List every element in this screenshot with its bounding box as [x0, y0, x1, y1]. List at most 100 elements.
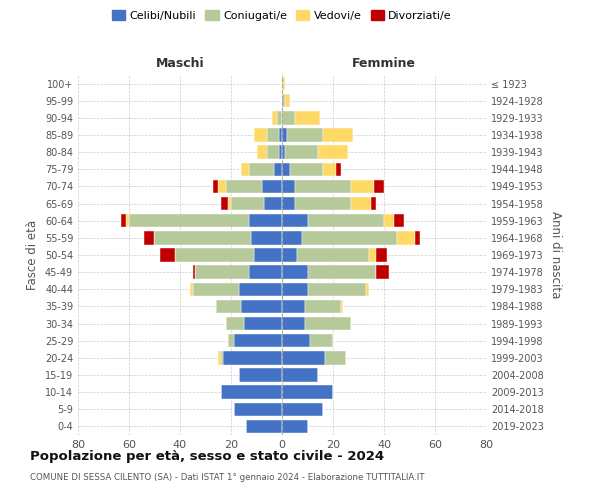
Bar [305, 300, 341, 313]
Bar [290, 162, 323, 176]
Bar [282, 248, 298, 262]
Bar [155, 231, 251, 244]
Bar [272, 111, 277, 124]
Bar [282, 300, 305, 313]
Bar [160, 248, 175, 262]
Bar [229, 334, 233, 347]
Bar [244, 317, 282, 330]
Bar [302, 231, 397, 244]
Bar [257, 146, 267, 159]
Bar [282, 368, 318, 382]
Bar [308, 214, 384, 228]
Bar [282, 334, 310, 347]
Bar [282, 94, 284, 108]
Bar [233, 402, 282, 416]
Bar [251, 231, 282, 244]
Bar [295, 111, 320, 124]
Bar [280, 128, 282, 141]
Bar [249, 266, 282, 279]
Bar [267, 128, 280, 141]
Bar [277, 111, 282, 124]
Bar [295, 180, 351, 193]
Bar [262, 180, 282, 193]
Bar [241, 162, 249, 176]
Bar [239, 368, 282, 382]
Bar [129, 214, 249, 228]
Bar [323, 162, 335, 176]
Bar [213, 180, 218, 193]
Bar [226, 317, 244, 330]
Bar [397, 231, 415, 244]
Bar [254, 128, 267, 141]
Bar [282, 317, 305, 330]
Bar [241, 300, 282, 313]
Bar [376, 266, 389, 279]
Bar [298, 248, 369, 262]
Bar [308, 282, 366, 296]
Bar [282, 420, 308, 433]
Bar [218, 351, 221, 364]
Bar [249, 162, 274, 176]
Bar [282, 180, 295, 193]
Bar [282, 402, 323, 416]
Bar [196, 266, 249, 279]
Bar [284, 94, 290, 108]
Bar [282, 111, 295, 124]
Bar [282, 351, 325, 364]
Bar [231, 197, 264, 210]
Bar [229, 197, 231, 210]
Bar [284, 146, 318, 159]
Bar [190, 282, 193, 296]
Bar [280, 146, 282, 159]
Text: Popolazione per età, sesso e stato civile - 2024: Popolazione per età, sesso e stato civil… [30, 450, 384, 463]
Bar [221, 351, 223, 364]
Bar [323, 128, 353, 141]
Bar [254, 248, 282, 262]
Bar [121, 214, 127, 228]
Bar [287, 128, 323, 141]
Bar [374, 180, 384, 193]
Bar [249, 214, 282, 228]
Text: Femmine: Femmine [352, 57, 416, 70]
Bar [371, 197, 376, 210]
Bar [282, 128, 287, 141]
Y-axis label: Anni di nascita: Anni di nascita [549, 212, 562, 298]
Bar [226, 180, 262, 193]
Bar [282, 162, 290, 176]
Bar [193, 266, 196, 279]
Bar [216, 300, 241, 313]
Bar [221, 197, 229, 210]
Bar [341, 300, 343, 313]
Bar [310, 334, 333, 347]
Bar [264, 197, 282, 210]
Bar [282, 77, 284, 90]
Text: Maschi: Maschi [155, 57, 205, 70]
Bar [335, 162, 341, 176]
Bar [274, 162, 282, 176]
Bar [233, 334, 282, 347]
Bar [351, 197, 371, 210]
Bar [127, 214, 129, 228]
Bar [305, 317, 351, 330]
Bar [308, 266, 376, 279]
Bar [369, 248, 376, 262]
Bar [239, 282, 282, 296]
Bar [415, 231, 420, 244]
Bar [282, 386, 333, 399]
Bar [282, 146, 284, 159]
Bar [295, 197, 351, 210]
Bar [218, 180, 226, 193]
Bar [267, 146, 280, 159]
Bar [366, 282, 369, 296]
Y-axis label: Fasce di età: Fasce di età [26, 220, 39, 290]
Bar [223, 351, 282, 364]
Bar [318, 146, 349, 159]
Bar [282, 266, 308, 279]
Bar [193, 282, 239, 296]
Bar [325, 351, 346, 364]
Bar [394, 214, 404, 228]
Bar [221, 386, 282, 399]
Bar [175, 248, 254, 262]
Bar [145, 231, 155, 244]
Bar [376, 248, 386, 262]
